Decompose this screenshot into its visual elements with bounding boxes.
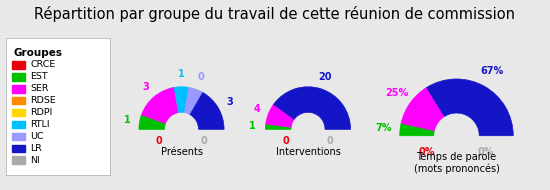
Bar (12, 73, 25, 81)
Text: 0: 0 (200, 136, 207, 146)
Text: 1: 1 (178, 69, 185, 79)
Wedge shape (266, 124, 291, 129)
Text: 4: 4 (253, 104, 260, 114)
Text: RDSE: RDSE (31, 96, 56, 105)
Title: Interventions: Interventions (276, 147, 340, 158)
Text: 1: 1 (249, 121, 256, 131)
Bar (12, 121, 25, 128)
Wedge shape (427, 79, 513, 136)
Bar (12, 133, 25, 140)
Text: 3: 3 (142, 82, 149, 92)
Text: 7%: 7% (375, 123, 392, 133)
Text: 0: 0 (197, 72, 204, 82)
Bar (12, 97, 25, 105)
Text: NI: NI (31, 156, 40, 165)
Text: 0%: 0% (419, 147, 435, 157)
Bar (12, 85, 25, 93)
Text: RTLI: RTLI (31, 120, 50, 129)
Text: 20: 20 (318, 72, 332, 82)
Text: 0: 0 (283, 136, 289, 146)
Bar (12, 61, 25, 69)
Text: 67%: 67% (481, 66, 504, 76)
Wedge shape (184, 87, 203, 115)
Text: 25%: 25% (385, 88, 408, 98)
Wedge shape (273, 87, 350, 129)
Text: UC: UC (31, 132, 44, 141)
Text: 0: 0 (156, 136, 163, 146)
Text: CRCE: CRCE (31, 60, 56, 70)
Wedge shape (141, 87, 179, 124)
Text: 0%: 0% (478, 147, 494, 157)
Wedge shape (190, 93, 224, 129)
Text: Répartition par groupe du travail de cette réunion de commission: Répartition par groupe du travail de cet… (35, 6, 515, 22)
Text: LR: LR (31, 144, 42, 153)
Text: 3: 3 (226, 97, 233, 107)
Text: SER: SER (31, 84, 49, 93)
Wedge shape (266, 104, 294, 127)
Title: Temps de parole
(mots prononcés): Temps de parole (mots prononcés) (414, 152, 499, 174)
Wedge shape (400, 123, 434, 136)
Wedge shape (139, 115, 166, 129)
Text: 0: 0 (327, 136, 333, 146)
Text: EST: EST (31, 72, 48, 81)
Title: Présents: Présents (161, 147, 202, 158)
Text: RDPI: RDPI (31, 108, 53, 117)
Text: 1: 1 (124, 115, 130, 125)
Bar (12, 157, 25, 164)
Wedge shape (174, 87, 189, 113)
Bar (12, 145, 25, 152)
Wedge shape (401, 88, 444, 131)
Text: Groupes: Groupes (14, 48, 63, 58)
Bar (12, 109, 25, 116)
